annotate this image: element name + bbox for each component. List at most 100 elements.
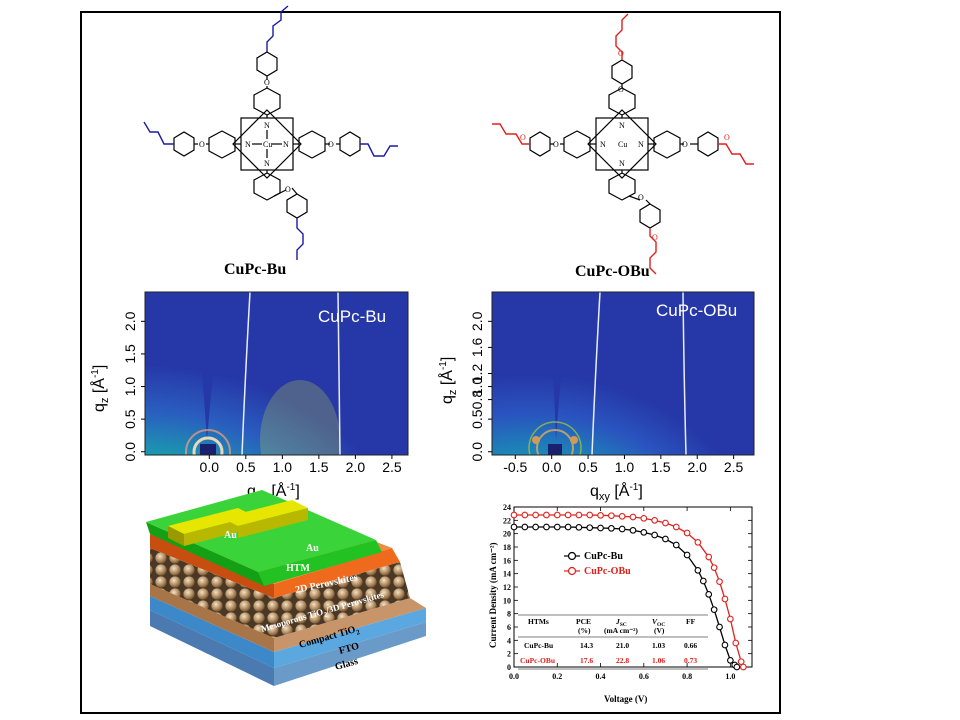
glass-side <box>150 610 274 686</box>
butoxy-chains <box>492 13 754 275</box>
x-tick-label: 0.0 <box>200 459 220 475</box>
phenyl-top <box>256 51 278 77</box>
fto-side <box>150 596 274 668</box>
data-point <box>705 590 713 598</box>
y-tick-label: 1.2 <box>469 364 485 384</box>
device-architecture: Au Au HTM 2D Perovskites Mesoporous TiO2… <box>146 490 426 686</box>
svg-text:22.8: 22.8 <box>616 656 629 665</box>
svg-text:0.66: 0.66 <box>684 641 697 650</box>
table-header: VOC <box>652 617 665 628</box>
data-point <box>721 595 729 603</box>
svg-text:1.03: 1.03 <box>652 641 665 650</box>
data-point <box>737 658 745 666</box>
y-tick-label: 0.0 <box>469 442 485 462</box>
svg-text:CuPc-Bu: CuPc-Bu <box>524 641 553 650</box>
data-point <box>597 524 604 532</box>
table-header-sub: (mA cm⁻²) <box>604 626 638 635</box>
jv-curves <box>510 511 747 671</box>
x-tick-label: -0.5 <box>503 459 527 475</box>
data-point <box>733 663 741 671</box>
metal-label: Cu <box>263 140 272 149</box>
oxygen-label: O <box>285 185 291 194</box>
data-point <box>629 513 637 521</box>
data-point <box>575 511 583 519</box>
oxygen-label: O <box>618 85 624 94</box>
svg-text:CuPc-OBu: CuPc-OBu <box>520 656 555 665</box>
nitrogen-label: N <box>600 140 606 149</box>
data-point <box>651 516 658 524</box>
layer-label-fto: FTO <box>338 641 361 657</box>
x-tick-label: 1.0 <box>273 459 293 475</box>
data-point <box>732 639 740 647</box>
nitrogen-label: N <box>264 121 270 130</box>
data-point <box>640 528 648 536</box>
data-point <box>575 523 583 531</box>
data-point <box>694 566 702 574</box>
au-electrode-top <box>222 500 308 526</box>
data-point <box>564 523 572 531</box>
nitrogen-label: N <box>245 140 251 149</box>
jv-legend: CuPc-Bu CuPc-OBu <box>564 551 631 577</box>
x-tick-label: 0.5 <box>578 459 598 475</box>
data-point <box>694 538 702 546</box>
data-point <box>510 523 518 531</box>
au-electrode-top <box>168 508 254 534</box>
giwaxs-yticks: 0.0 0.5 1.0 1.5 2.0 <box>122 311 145 461</box>
giwaxs-plot-obu: CuPc-OBu -0.5 0.0 0.5 1.0 1.5 2.0 2.5 0.00.50.… <box>437 291 755 503</box>
data-point <box>564 511 572 519</box>
benzo-ring-left <box>208 130 236 159</box>
table-header-sub: (V) <box>654 626 665 635</box>
table-header: FF <box>686 617 696 626</box>
data-point <box>532 523 539 531</box>
y-tick-label: 12 <box>503 583 511 592</box>
giwaxs-xticks: 0.0 0.5 1.0 1.5 2.0 2.5 <box>200 455 402 475</box>
oxygen-label: O <box>724 133 730 142</box>
data-point <box>710 564 718 572</box>
jv-ylabel: Current Density (mA cm⁻²) <box>488 542 498 648</box>
y-tick-label: 10 <box>503 596 511 605</box>
benzo-ring-right <box>298 130 326 159</box>
perov2d-side <box>150 534 274 598</box>
x-tick-label: 2.0 <box>687 459 707 475</box>
jv-chart: 0.0 0.2 0.4 0.6 0.8 1.0024681012141618202224 … <box>488 503 753 704</box>
htm-front <box>258 540 382 586</box>
y-tick-label: 0.8 <box>469 390 485 410</box>
oxygen-label: O <box>264 78 270 87</box>
nitrogen-label: N <box>638 140 644 149</box>
oxygen-label: O <box>652 233 658 242</box>
table-row: CuPc-OBu 17.6 22.8 1.06 0.73 <box>520 656 697 665</box>
data-point <box>543 523 550 531</box>
layer-label-htm: HTM <box>286 563 310 574</box>
data-point <box>640 514 648 522</box>
y-tick-label: 16 <box>503 556 511 565</box>
meso-side <box>150 548 274 638</box>
metal-label: Cu <box>618 140 627 149</box>
oxygen-label: O <box>553 140 559 149</box>
jv-xlabel: Voltage (V) <box>604 694 647 704</box>
data-point <box>683 529 691 537</box>
giwaxs-yticks: 0.0 0.50.81.01.2 1.6 2.0 <box>469 311 492 461</box>
x-tick-label: 0.6 <box>639 672 649 681</box>
oxygen-label: O <box>682 140 688 149</box>
x-tick-label: 1.5 <box>309 459 329 475</box>
y-tick-label: 0.0 <box>122 442 138 462</box>
y-tick-label: 8 <box>507 610 511 619</box>
y-tick-label: 2.0 <box>469 311 485 331</box>
cupc-obu-atom-labels: Cu O O O O O O O O N N N N <box>520 49 730 242</box>
y-tick-label: 2.0 <box>122 311 138 331</box>
x-tick-label: 0.0 <box>542 459 562 475</box>
y-tick-label: 14 <box>503 570 511 579</box>
table-header-sub: (%) <box>578 626 591 635</box>
x-tick-label: 2.5 <box>382 459 402 475</box>
y-tick-label: 0.5 <box>122 409 138 429</box>
data-point <box>672 523 680 531</box>
svg-text:17.6: 17.6 <box>580 656 593 665</box>
phenyl-bottom <box>286 193 308 219</box>
data-point <box>662 535 669 543</box>
inner-ring <box>232 109 302 179</box>
cupc-bu-structure <box>173 51 361 219</box>
data-point <box>597 511 604 519</box>
data-point <box>710 606 718 614</box>
data-point <box>510 511 518 519</box>
